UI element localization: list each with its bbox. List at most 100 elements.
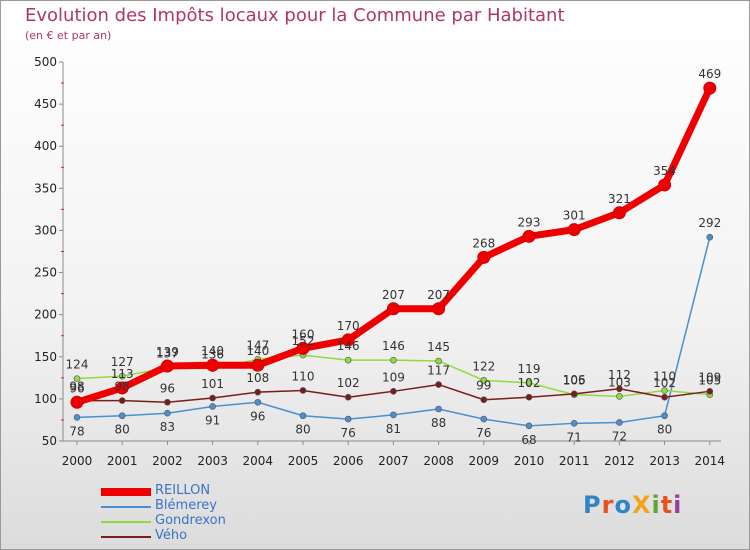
- data-label: 112: [608, 368, 631, 382]
- data-point: [525, 422, 533, 430]
- data-point: [661, 412, 668, 420]
- x-tick-label: 2001: [107, 454, 138, 468]
- data-label: 102: [653, 376, 676, 390]
- data-label: 146: [337, 339, 360, 353]
- data-point: [522, 229, 536, 243]
- data-label: 292: [698, 216, 721, 230]
- data-label: 160: [292, 327, 315, 341]
- data-point: [118, 412, 126, 420]
- logo-letter: o: [614, 491, 632, 519]
- y-tick-label: 450: [34, 97, 57, 111]
- data-point: [706, 388, 714, 395]
- data-label: 102: [337, 376, 360, 390]
- data-point: [160, 359, 174, 373]
- logo-letter: t: [660, 491, 674, 519]
- legend-swatch: [101, 521, 151, 523]
- data-label: 101: [201, 377, 224, 391]
- data-label: 96: [250, 409, 265, 423]
- series-line-blémerey: [76, 236, 711, 427]
- legend-swatch: [101, 506, 151, 508]
- logo-letter: r: [601, 491, 615, 519]
- data-label: 113: [111, 367, 134, 381]
- x-tick-label: 2002: [152, 454, 183, 468]
- legend-label: Vého: [155, 528, 188, 543]
- data-label: 119: [518, 362, 541, 376]
- data-point: [525, 393, 533, 401]
- data-point: [341, 333, 355, 347]
- data-label: 293: [518, 215, 541, 229]
- data-label: 110: [653, 369, 676, 383]
- data-point: [209, 394, 216, 402]
- data-point: [658, 178, 672, 192]
- chart-subtitle: (en € et par an): [25, 29, 112, 42]
- data-point: [254, 388, 262, 396]
- data-point: [432, 302, 446, 316]
- chart-title: Evolution des Impôts locaux pour la Comm…: [25, 5, 565, 26]
- data-point: [254, 398, 262, 406]
- data-point: [435, 357, 442, 365]
- data-point: [616, 385, 623, 393]
- data-label: 72: [612, 429, 627, 443]
- data-label: 170: [337, 319, 360, 333]
- data-point: [70, 395, 84, 409]
- data-label: 80: [115, 423, 130, 437]
- data-label: 124: [66, 358, 89, 372]
- data-point: [344, 356, 352, 364]
- data-label: 96: [69, 381, 84, 395]
- x-tick-label: 2013: [649, 454, 680, 468]
- data-label: 139: [156, 345, 179, 359]
- data-point: [612, 206, 626, 220]
- x-tick-label: 2007: [378, 454, 409, 468]
- data-label: 108: [246, 371, 269, 385]
- data-point: [164, 409, 171, 417]
- y-tick-label: 300: [34, 223, 57, 237]
- data-label: 268: [472, 236, 495, 250]
- data-label: 152: [292, 334, 315, 348]
- data-label: 207: [382, 288, 405, 302]
- data-point: [206, 358, 220, 372]
- data-point: [344, 393, 352, 401]
- x-tick-label: 2014: [695, 454, 726, 468]
- x-tick-label: 2011: [559, 454, 590, 468]
- data-label: 321: [608, 192, 631, 206]
- data-label: 103: [608, 375, 631, 389]
- x-tick-label: 2000: [62, 454, 93, 468]
- data-label: 99: [476, 379, 491, 393]
- data-point: [570, 420, 578, 427]
- data-point: [616, 419, 623, 426]
- y-tick-label: 50: [42, 434, 57, 448]
- data-label: 91: [205, 413, 220, 427]
- data-point: [661, 387, 668, 394]
- data-label: 140: [201, 344, 224, 358]
- y-tick-label: 500: [34, 55, 57, 69]
- logo-letter: i: [651, 491, 661, 519]
- data-label: 137: [156, 347, 179, 361]
- data-point: [390, 411, 397, 419]
- data-label: 105: [698, 374, 721, 388]
- data-point: [480, 377, 488, 384]
- data-label: 354: [653, 164, 676, 178]
- data-label: 98: [69, 380, 84, 394]
- data-point: [299, 412, 307, 420]
- data-point: [164, 398, 171, 406]
- data-point: [567, 223, 581, 237]
- data-label: 102: [518, 376, 541, 390]
- data-point: [73, 375, 81, 382]
- data-label: 81: [386, 422, 401, 436]
- data-label: 106: [563, 373, 586, 387]
- x-tick-label: 2010: [514, 454, 545, 468]
- data-label: 109: [698, 370, 721, 384]
- data-label: 98: [115, 380, 130, 394]
- data-label: 127: [111, 355, 134, 369]
- data-label: 76: [341, 426, 356, 440]
- x-tick-label: 2003: [197, 454, 228, 468]
- data-point: [209, 403, 216, 410]
- x-tick-label: 2009: [469, 454, 500, 468]
- data-point: [480, 396, 488, 404]
- data-point: [480, 415, 488, 423]
- x-tick-label: 2004: [243, 454, 274, 468]
- data-label: 122: [472, 359, 495, 373]
- data-point: [435, 381, 442, 388]
